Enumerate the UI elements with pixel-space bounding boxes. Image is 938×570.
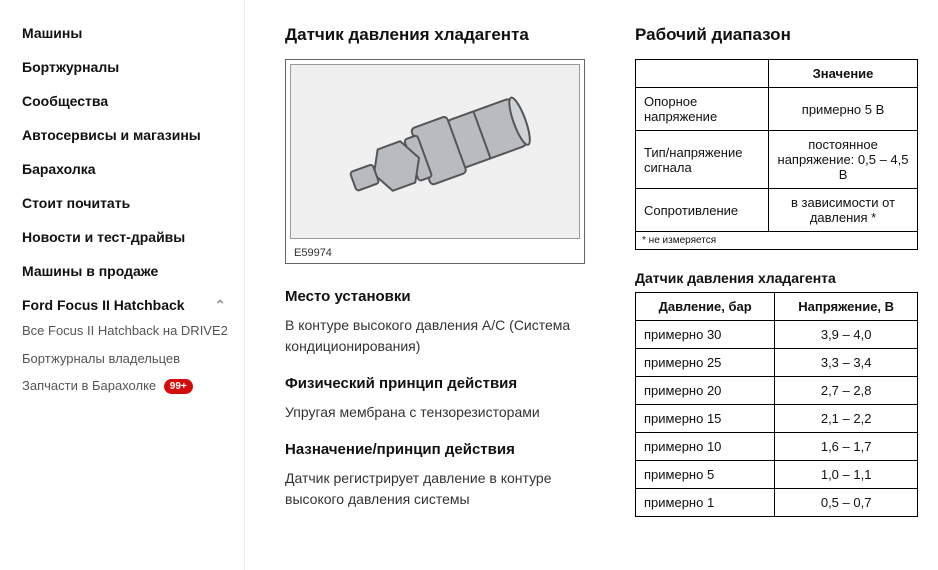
pv-p: примерно 25 (636, 349, 775, 377)
figure-box: E59974 (285, 59, 585, 264)
content: Датчик давления хладагента (245, 0, 938, 570)
range-col-value: Значение (769, 60, 918, 88)
table-row: примерно 152,1 – 2,2 (636, 405, 918, 433)
nav-logbooks[interactable]: Бортжурналы (22, 59, 234, 75)
table-row: примерно 10,5 – 0,7 (636, 489, 918, 517)
sub-all-focus[interactable]: Все Focus II Hatchback на DRIVE2 (22, 322, 234, 340)
range-row-label: Сопротивление (636, 189, 769, 232)
chevron-up-icon: ⌃ (214, 297, 226, 314)
purpose-text: Датчик регистрирует давление в контуре в… (285, 468, 605, 510)
principle-title: Физический принцип действия (285, 375, 605, 392)
nav-read[interactable]: Стоит почитать (22, 195, 234, 211)
nav-forsale[interactable]: Машины в продаже (22, 263, 234, 279)
nav-news[interactable]: Новости и тест-драйвы (22, 229, 234, 245)
sub-owner-logs[interactable]: Бортжурналы владельцев (22, 350, 234, 368)
range-row-label: Тип/напряжение сигнала (636, 131, 769, 189)
pv-v: 2,1 – 2,2 (775, 405, 918, 433)
range-footnote: * не измеряется (635, 232, 918, 250)
range-title: Рабочий диапазон (635, 25, 918, 45)
pv-p: примерно 1 (636, 489, 775, 517)
nav-cars[interactable]: Машины (22, 25, 234, 41)
sub-parts[interactable]: Запчасти в Барахолке 99+ (22, 377, 234, 395)
nav-market[interactable]: Барахолка (22, 161, 234, 177)
content-right-column: Рабочий диапазон Значение Опорное напряж… (635, 25, 918, 570)
pv-p: примерно 10 (636, 433, 775, 461)
range-table: Значение Опорное напряжение примерно 5 В… (635, 59, 918, 232)
sidebar-group-toggle[interactable]: Ford Focus II Hatchback ⌃ (22, 297, 234, 314)
pv-v: 1,0 – 1,1 (775, 461, 918, 489)
range-row-label: Опорное напряжение (636, 88, 769, 131)
sensor-figure (290, 64, 580, 239)
pv-col-pressure: Давление, бар (636, 293, 775, 321)
table-row: Сопротивление в зависимости от давления … (636, 189, 918, 232)
pv-col-voltage: Напряжение, В (775, 293, 918, 321)
pv-p: примерно 5 (636, 461, 775, 489)
pv-v: 0,5 – 0,7 (775, 489, 918, 517)
sensor-icon (310, 82, 560, 222)
install-title: Место установки (285, 288, 605, 305)
range-row-value: постоянное напряжение: 0,5 – 4,5 В (769, 131, 918, 189)
nav-communities[interactable]: Сообщества (22, 93, 234, 109)
pv-v: 3,3 – 3,4 (775, 349, 918, 377)
table-row: примерно 202,7 – 2,8 (636, 377, 918, 405)
badge-count: 99+ (164, 379, 193, 395)
figure-label: E59974 (294, 247, 332, 259)
sub-parts-label: Запчасти в Барахолке (22, 378, 156, 393)
pv-table: Давление, бар Напряжение, В примерно 303… (635, 292, 918, 517)
table-row: Тип/напряжение сигнала постоянное напряж… (636, 131, 918, 189)
table-row: Опорное напряжение примерно 5 В (636, 88, 918, 131)
range-row-value: в зависимости от давления * (769, 189, 918, 232)
table-row: примерно 101,6 – 1,7 (636, 433, 918, 461)
pv-v: 2,7 – 2,8 (775, 377, 918, 405)
nav-services[interactable]: Автосервисы и магазины (22, 127, 234, 143)
content-left-column: Датчик давления хладагента (285, 25, 605, 570)
range-row-value: примерно 5 В (769, 88, 918, 131)
pv-title: Датчик давления хладагента (635, 270, 918, 286)
page-title: Датчик давления хладагента (285, 25, 605, 45)
sidebar-group-title: Ford Focus II Hatchback (22, 297, 185, 313)
pv-p: примерно 30 (636, 321, 775, 349)
principle-text: Упругая мембрана с тензорезисторами (285, 402, 605, 423)
table-row: примерно 253,3 – 3,4 (636, 349, 918, 377)
pv-v: 1,6 – 1,7 (775, 433, 918, 461)
pv-p: примерно 20 (636, 377, 775, 405)
purpose-title: Назначение/принцип действия (285, 441, 605, 458)
sidebar: Машины Бортжурналы Сообщества Автосервис… (0, 0, 245, 570)
install-text: В контуре высокого давления A/C (Система… (285, 315, 605, 357)
pv-p: примерно 15 (636, 405, 775, 433)
range-col-empty (636, 60, 769, 88)
table-row: примерно 303,9 – 4,0 (636, 321, 918, 349)
table-row: примерно 51,0 – 1,1 (636, 461, 918, 489)
pv-v: 3,9 – 4,0 (775, 321, 918, 349)
